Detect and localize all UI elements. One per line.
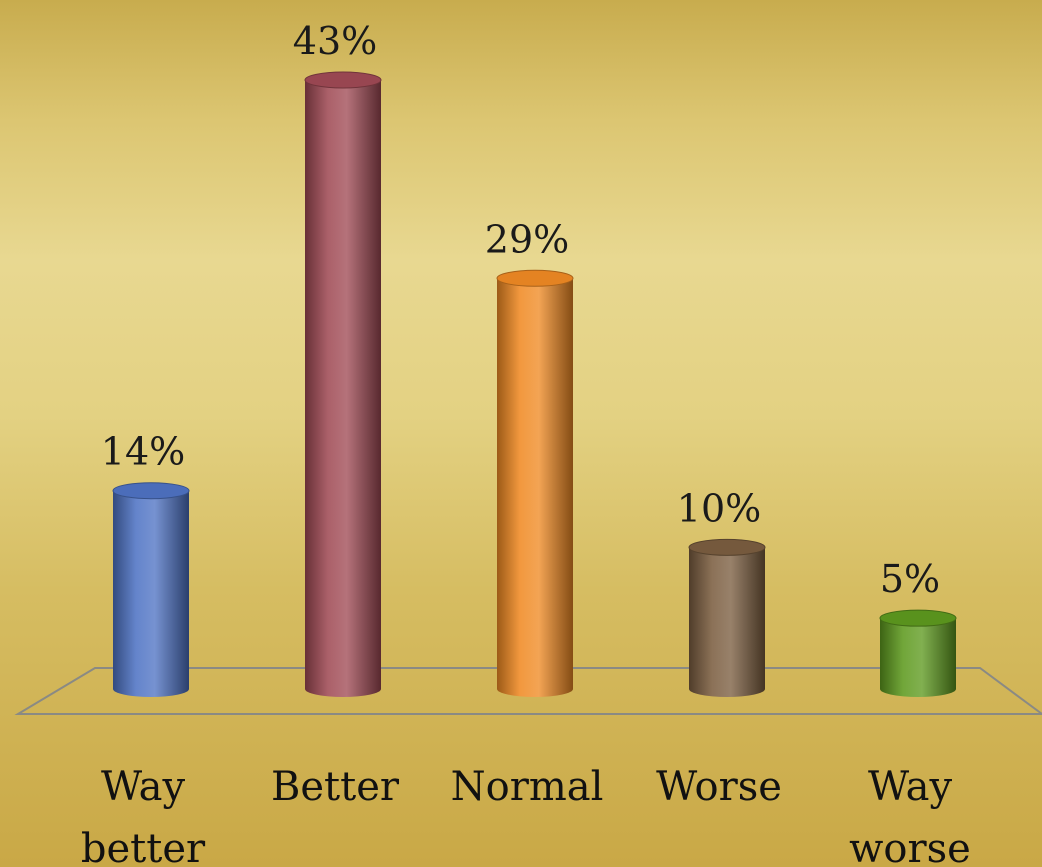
bar-body-better: [305, 80, 381, 697]
value-label-way-better: 14%: [101, 430, 185, 474]
category-label-way-worse: Way worse: [849, 764, 971, 867]
chart-floor: [14, 667, 1042, 715]
bar-worse: [688, 538, 766, 697]
bar-better: [304, 71, 382, 697]
value-label-normal: 29%: [485, 217, 569, 261]
category-label-better: Better: [271, 764, 400, 810]
bar-cap-way-better: [112, 482, 190, 500]
bar-way-worse: [879, 609, 957, 697]
category-label-way-better: Way better: [81, 764, 206, 867]
bar-body-worse: [689, 547, 765, 697]
bar-cap-better: [304, 71, 382, 89]
category-label-normal: Normal: [451, 764, 604, 810]
bar-normal: [496, 269, 574, 697]
bar-body-way-worse: [880, 618, 956, 697]
bar-way-better: [112, 482, 190, 697]
value-label-worse: 10%: [677, 486, 761, 530]
bar-body-normal: [497, 278, 573, 697]
bar-cap-worse: [688, 538, 766, 556]
value-label-better: 43%: [293, 19, 377, 63]
bars-layer: [112, 71, 957, 697]
category-labels-layer: Way better Better Normal Worse Way worse: [81, 764, 971, 867]
value-labels-layer: 14% 43% 29% 10% 5%: [101, 19, 940, 601]
bar-cap-way-worse: [879, 609, 957, 627]
value-label-way-worse: 5%: [880, 557, 940, 601]
category-label-worse: Worse: [656, 764, 782, 810]
bar-body-way-better: [113, 490, 189, 697]
bar-cap-normal: [496, 269, 574, 287]
